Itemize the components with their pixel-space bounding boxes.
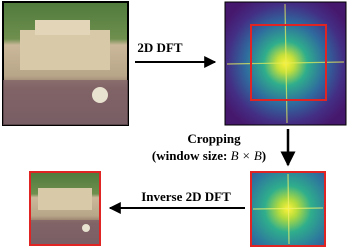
inverse-label: Inverse 2D DFT <box>141 189 231 204</box>
crop-title: Cropping <box>187 131 241 146</box>
text-part: (window size: <box>152 148 231 163</box>
text-part: B <box>254 148 262 163</box>
text-part: B <box>231 148 239 163</box>
original-image <box>3 2 128 125</box>
spectrum-image <box>225 2 346 125</box>
cropped-spectrum <box>251 172 325 246</box>
text-part: × <box>239 148 254 163</box>
reconstructed-image <box>30 172 100 245</box>
crop-window-label: (window size: B × B) <box>152 148 266 163</box>
forward-label: 2D DFT <box>137 40 182 55</box>
text-part: ) <box>262 148 266 163</box>
diagram: 2D DFT Cropping (window size: B × B) Inv… <box>0 0 349 252</box>
